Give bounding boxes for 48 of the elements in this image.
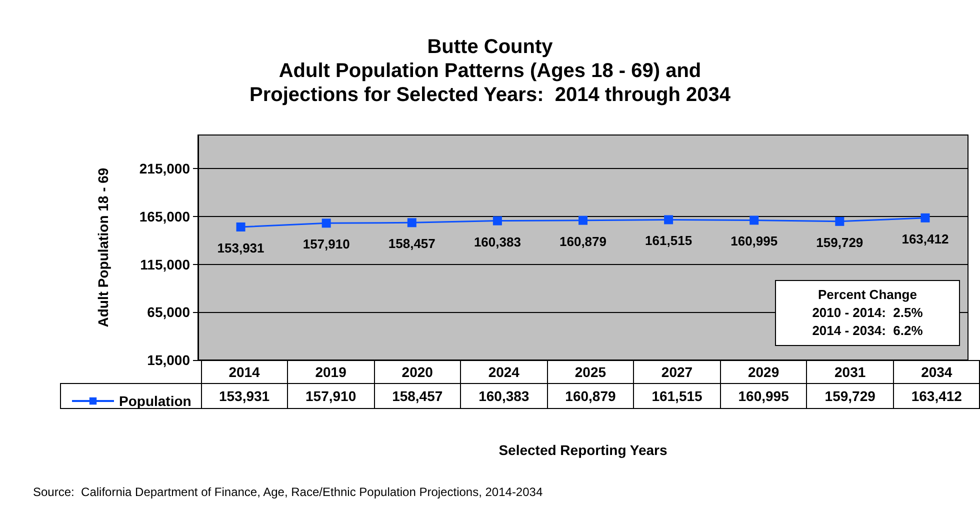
x-tick-label: 2031 — [806, 360, 894, 384]
data-label: 160,383 — [460, 384, 548, 408]
data-label: 157,910 — [288, 384, 374, 408]
text: 160,879 — [560, 234, 606, 249]
data-label: 163,412 — [893, 384, 980, 408]
text: 153,931 — [217, 240, 264, 256]
point — [492, 216, 502, 226]
y-tick-label: 215,000 — [139, 160, 190, 177]
text: 160,383 — [474, 234, 521, 250]
text: 161,515 — [645, 233, 692, 248]
text: 159,729 — [816, 234, 864, 250]
data-label: 161,515 — [634, 384, 720, 408]
point — [835, 216, 844, 226]
point — [920, 213, 930, 222]
y-tick-label: 165,000 — [139, 208, 190, 224]
text: 160,995 — [730, 234, 778, 249]
x-tick-label: 2027 — [634, 360, 720, 384]
annotation: Percent Change 2010 - 2014: 2.5% 2014 - 2034: 6.2% — [811, 286, 924, 340]
x-tick-label: 2020 — [374, 360, 461, 384]
source-note: Source: California Department of Finance, Age, Race/Ethnic Population Projections, 2014-2034 — [33, 485, 543, 499]
note-box: Percent Change 2010 - 2014: 2.5% 2014 - 2034: 6.2% — [775, 280, 960, 346]
text: 163,412 — [902, 231, 949, 246]
data-label: 159,729 — [806, 384, 894, 408]
point — [578, 216, 588, 225]
data-label: 160,995 — [720, 384, 807, 408]
legend-label: Population — [119, 393, 192, 409]
point — [322, 218, 331, 228]
y-tick-label: 15,000 — [147, 352, 190, 368]
y-axis-title: Adult Population 18 - 69 — [95, 168, 111, 328]
x-tick-label: 2019 — [288, 360, 374, 384]
x-tick-label: 2024 — [460, 360, 548, 384]
point — [664, 215, 674, 224]
x-tick-label: 2029 — [720, 360, 807, 384]
x-tick-label: 2014 — [201, 360, 288, 384]
data-label: 160,879 — [547, 384, 634, 408]
data-label: 158,457 — [374, 384, 461, 408]
data-label: 153,931 — [201, 384, 288, 408]
x-tick-label: 2025 — [547, 360, 634, 384]
x-axis-title: Selected Reporting Years — [498, 442, 668, 458]
y-tick-label: 115,000 — [140, 256, 190, 272]
y-tick-label: 65,000 — [147, 304, 190, 320]
point — [750, 216, 759, 225]
x-tick-label: 2034 — [893, 360, 980, 384]
chart-title: Butte County Adult Population Patterns (Ages 18 - 69) and Projections for Selected Years: 2014 through 2034 — [250, 36, 732, 106]
point — [407, 218, 416, 228]
text: 158,457 — [388, 236, 436, 252]
text: 157,910 — [302, 236, 350, 252]
point — [236, 222, 246, 232]
